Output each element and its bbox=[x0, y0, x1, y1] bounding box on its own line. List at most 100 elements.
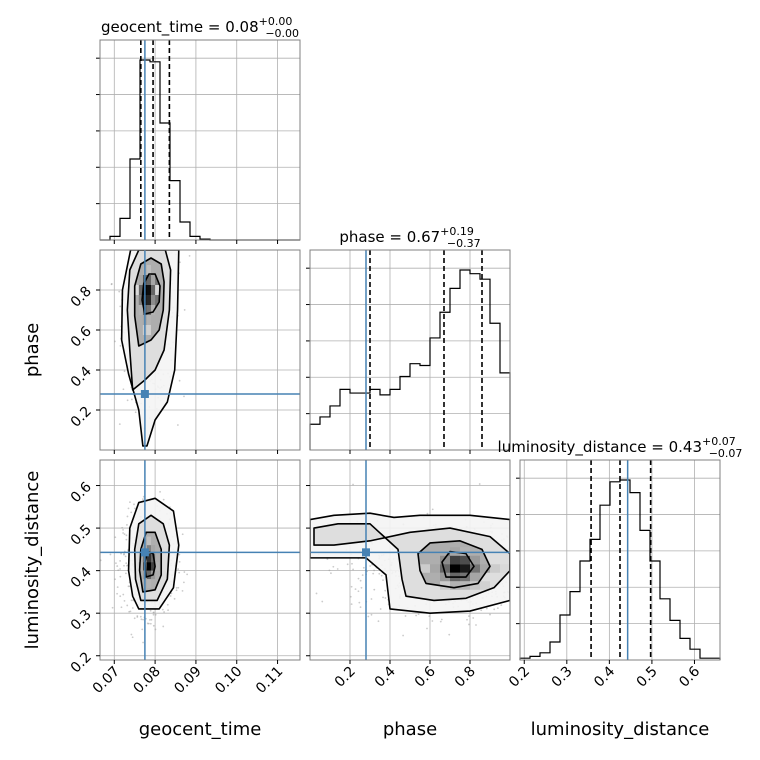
scatter-point bbox=[121, 526, 124, 529]
scatter-point bbox=[549, 563, 551, 565]
scatter-point bbox=[530, 568, 532, 570]
scatter-point bbox=[152, 611, 155, 614]
x-tick-label: 0.5 bbox=[634, 664, 661, 691]
scatter-point bbox=[332, 565, 335, 568]
scatter-point bbox=[165, 228, 167, 230]
scatter-point bbox=[178, 379, 181, 382]
scatter-point bbox=[357, 577, 360, 580]
scatter-point bbox=[137, 243, 139, 245]
scatter-point bbox=[133, 617, 136, 620]
scatter-point bbox=[535, 567, 537, 569]
scatter-point bbox=[169, 244, 171, 246]
scatter-point bbox=[169, 243, 171, 245]
scatter-point bbox=[156, 242, 158, 244]
scatter-point bbox=[145, 245, 147, 247]
scatter-point bbox=[142, 641, 145, 644]
scatter-point bbox=[128, 222, 130, 224]
scatter-point bbox=[131, 237, 133, 239]
scatter-point bbox=[127, 507, 130, 510]
scatter-point bbox=[377, 620, 380, 623]
scatter-point bbox=[532, 608, 534, 610]
density-cell bbox=[151, 295, 156, 305]
scatter-point bbox=[182, 581, 185, 584]
scatter-point bbox=[359, 606, 362, 609]
scatter-point bbox=[166, 217, 168, 219]
scatter-point bbox=[373, 588, 376, 591]
scatter-point bbox=[160, 185, 162, 187]
density-cell bbox=[146, 265, 152, 275]
scatter-point bbox=[183, 395, 185, 398]
scatter-point bbox=[114, 340, 116, 343]
scatter-point bbox=[532, 556, 534, 558]
scatter-point bbox=[358, 601, 361, 604]
scatter-point bbox=[140, 198, 142, 200]
scatter-point bbox=[468, 615, 470, 618]
scatter-point bbox=[151, 213, 153, 215]
scatter-point bbox=[539, 568, 541, 570]
scatter-point bbox=[537, 554, 539, 556]
scatter-point bbox=[147, 622, 150, 625]
scatter-point bbox=[370, 613, 373, 616]
density-cell bbox=[155, 285, 160, 295]
scatter-point bbox=[520, 555, 522, 557]
hist-title: geocent_time = 0.08+0.00 −0.00 bbox=[101, 15, 299, 40]
scatter-point bbox=[516, 574, 518, 576]
x-tick-label: 0.3 bbox=[549, 664, 576, 691]
scatter-point bbox=[154, 613, 157, 616]
scatter-point bbox=[149, 618, 151, 621]
truth-marker bbox=[362, 548, 370, 557]
scatter-point bbox=[440, 618, 443, 621]
density-cell bbox=[146, 570, 152, 580]
scatter-point bbox=[431, 620, 434, 622]
scatter-point bbox=[137, 248, 139, 250]
scatter-point bbox=[528, 571, 530, 573]
scatter-point bbox=[361, 574, 364, 577]
scatter-point bbox=[133, 503, 135, 506]
scatter-point bbox=[122, 593, 125, 596]
scatter-point bbox=[149, 225, 151, 227]
scatter-point bbox=[545, 503, 547, 505]
x-tick-label: 0.6 bbox=[676, 663, 703, 690]
panel-frame bbox=[519, 459, 721, 661]
scatter-point bbox=[280, 600, 282, 602]
scatter-point bbox=[128, 610, 131, 613]
scatter-point bbox=[544, 553, 546, 555]
y-tick-label: 0.4 bbox=[68, 564, 95, 591]
scatter-point bbox=[125, 538, 128, 541]
scatter-point bbox=[181, 533, 184, 536]
scatter-point bbox=[516, 584, 518, 586]
scatter-point bbox=[535, 554, 537, 556]
scatter-point bbox=[174, 207, 176, 209]
scatter-point bbox=[553, 573, 555, 575]
density-cell bbox=[151, 305, 156, 315]
scatter-point bbox=[448, 633, 451, 636]
scatter-point bbox=[528, 572, 530, 574]
scatter-point bbox=[547, 544, 549, 546]
scatter-point bbox=[158, 247, 160, 249]
scatter-point bbox=[123, 370, 126, 373]
scatter-point bbox=[512, 571, 514, 573]
scatter-point bbox=[593, 580, 595, 582]
scatter-point bbox=[576, 579, 578, 581]
scatter-point bbox=[174, 193, 176, 195]
scatter-point bbox=[148, 243, 150, 245]
density-cell bbox=[146, 275, 152, 285]
x-tick-label: 0.11 bbox=[253, 664, 286, 697]
scatter-point bbox=[531, 575, 533, 577]
scatter-point bbox=[135, 247, 137, 249]
scatter-point bbox=[125, 562, 128, 565]
scatter-point bbox=[514, 547, 516, 549]
scatter-point bbox=[131, 237, 133, 239]
scatter-point bbox=[297, 536, 299, 538]
density-cell bbox=[155, 562, 160, 571]
scatter-point bbox=[537, 571, 539, 573]
scatter-point bbox=[472, 617, 475, 619]
scatter-point bbox=[357, 590, 360, 593]
scatter-point bbox=[384, 597, 387, 599]
histogram-step bbox=[519, 479, 721, 660]
scatter-point bbox=[133, 186, 135, 188]
scatter-point bbox=[126, 399, 129, 402]
scatter-point bbox=[533, 585, 535, 587]
scatter-point bbox=[115, 562, 117, 565]
scatter-point bbox=[321, 600, 324, 603]
